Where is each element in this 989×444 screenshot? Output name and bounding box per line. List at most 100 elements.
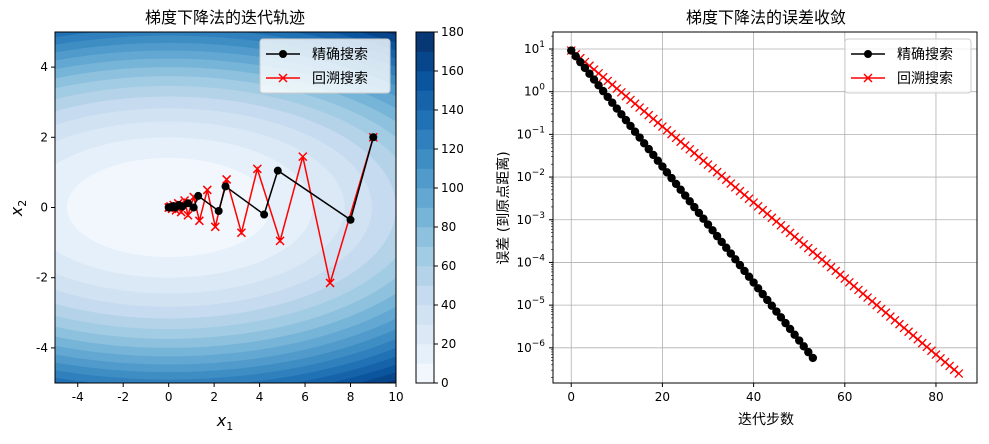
trajectory-point xyxy=(369,133,378,142)
contour-title: 梯度下降法的迭代轨迹 xyxy=(145,8,305,27)
trajectory-point xyxy=(236,228,246,238)
y-tick-label: 10−4 xyxy=(516,253,545,269)
trajectory-point xyxy=(194,216,204,226)
convergence-point xyxy=(699,214,708,223)
colorbar-tick-label: 100 xyxy=(441,181,464,195)
convergence-point xyxy=(589,75,599,84)
colorbar-band xyxy=(416,168,434,189)
x-tick-label: -4 xyxy=(72,390,84,404)
trajectory-point xyxy=(222,174,232,184)
trajectory-point xyxy=(214,207,223,216)
convergence-point xyxy=(722,243,731,252)
trajectory-point xyxy=(164,203,173,212)
convergence-point xyxy=(749,278,758,287)
x-tick-label: 4 xyxy=(256,390,264,404)
convergence-point xyxy=(671,179,681,189)
convergence-point xyxy=(744,272,754,281)
convergence-point xyxy=(612,104,622,113)
colorbar-band xyxy=(416,207,434,228)
convergence-point xyxy=(681,191,690,200)
x-tick-label: 80 xyxy=(928,390,943,404)
colorbar-bands xyxy=(416,32,434,384)
convergence-point xyxy=(635,133,644,142)
convergence-point xyxy=(658,162,667,171)
colorbar-tick-label: 140 xyxy=(441,103,464,117)
convergence-point xyxy=(608,98,617,107)
y-tick-label: 10−5 xyxy=(516,296,545,312)
trajectory-point xyxy=(275,236,285,246)
trajectory-point xyxy=(325,278,335,288)
convergence-x-label: 迭代步数 xyxy=(738,412,794,428)
colorbar-tick-label: 120 xyxy=(441,142,464,156)
convergence-point xyxy=(630,127,640,136)
trajectory-point xyxy=(346,215,355,224)
colorbar-tick-label: 40 xyxy=(441,298,456,312)
convergence-legend-box xyxy=(844,38,972,94)
colorbar-tick-label: 0 xyxy=(441,376,449,390)
colorbar-band xyxy=(416,188,434,208)
legend-label-exact: 精确搜索 xyxy=(312,46,368,63)
x-tick-label: 2 xyxy=(210,390,218,404)
trajectory-point xyxy=(210,222,220,232)
convergence-point xyxy=(753,284,763,293)
y-tick-label: 10−6 xyxy=(516,339,545,355)
convergence-point xyxy=(694,208,704,218)
convergence-point xyxy=(758,289,767,299)
convergence-point xyxy=(621,115,631,125)
convergence-point xyxy=(726,249,736,258)
x-tick-label: 60 xyxy=(837,390,852,404)
legend-marker-exact xyxy=(279,50,287,58)
convergence-point xyxy=(576,57,585,67)
y-tick-label: 0 xyxy=(40,201,48,215)
trajectories xyxy=(164,132,378,288)
convergence-point xyxy=(567,46,576,55)
colorbar-frame xyxy=(415,31,435,384)
convergence-point xyxy=(794,336,804,345)
convergence-point xyxy=(740,266,749,276)
y-tick-label: 4 xyxy=(40,60,48,74)
convergence-x-ticks: 0 20 40 60 80 xyxy=(567,383,944,404)
legend-marker-exact-right xyxy=(864,50,872,58)
legend-label-exact-right: 精确搜索 xyxy=(897,46,953,63)
colorbar-band xyxy=(416,246,434,267)
colorbar-tick-label: 160 xyxy=(441,64,464,78)
trajectory-point xyxy=(260,210,269,219)
x-tick-label: 6 xyxy=(301,390,309,404)
convergence-point xyxy=(799,342,808,351)
convergence-point xyxy=(731,255,740,264)
trajectory-point xyxy=(221,182,230,191)
x-tick-label: 40 xyxy=(746,390,761,404)
convergence-y-label: 误差 (到原点距离) xyxy=(495,151,512,264)
convergence-point xyxy=(594,81,603,90)
convergence-point xyxy=(708,226,717,235)
convergence-point xyxy=(790,330,799,339)
convergence-point xyxy=(662,168,672,177)
trajectory-point xyxy=(189,203,198,212)
x-tick-label: 20 xyxy=(655,390,670,404)
convergence-point xyxy=(676,185,685,194)
colorbar-band xyxy=(416,149,434,169)
trajectory-point xyxy=(273,166,282,175)
contour-x-ticks: -4 -2 0 2 4 6 8 10 xyxy=(72,383,404,404)
convergence-point xyxy=(649,150,658,160)
y-tick-label: 10−3 xyxy=(516,211,545,227)
convergence-point xyxy=(767,301,777,310)
convergence-point xyxy=(804,347,813,357)
colorbar-band xyxy=(416,305,434,325)
convergence-legend: 精确搜索 回溯搜索 xyxy=(844,38,972,94)
contour-y-ticks: -4 -2 0 2 4 xyxy=(36,60,55,355)
legend-marker-backtrack-right xyxy=(863,73,873,83)
x-tick-label: -2 xyxy=(117,390,129,404)
legend-label-backtrack-right: 回溯搜索 xyxy=(897,70,953,87)
convergence-point xyxy=(571,52,580,61)
colorbar-tick-label: 80 xyxy=(441,220,456,234)
legend-marker-backtrack xyxy=(278,73,288,83)
y-tick-label: 2 xyxy=(40,130,48,144)
trajectory-point xyxy=(298,152,308,162)
colorbar-band xyxy=(416,227,434,247)
colorbar: 0 20 40 60 80 100 120 140 160 180 xyxy=(415,25,464,390)
convergence-point xyxy=(717,237,726,247)
y-tick-label: -2 xyxy=(36,271,48,285)
